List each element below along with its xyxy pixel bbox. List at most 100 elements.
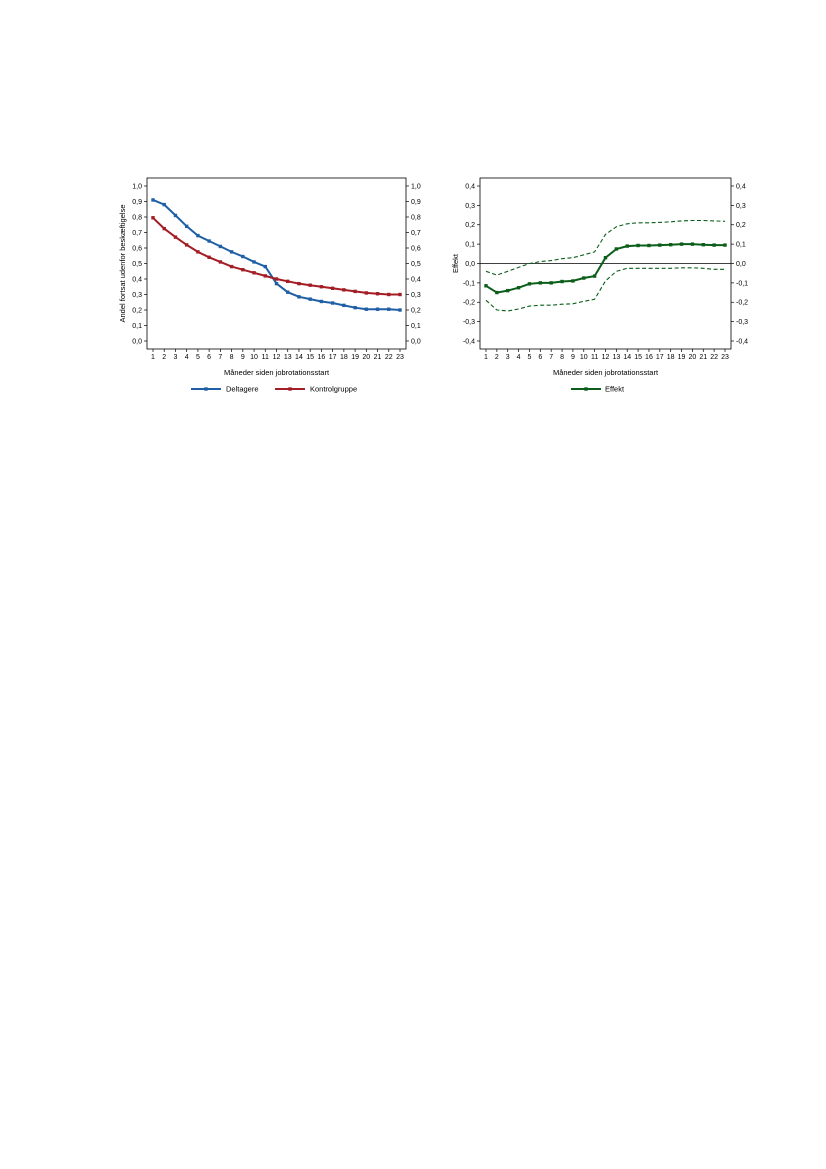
series-kontrolgruppe-point [342,288,346,292]
series-deltagere-point [297,295,301,299]
x-tick-label: 19 [351,354,359,361]
x-tick-label: 15 [634,354,642,361]
series-kontrolgruppe-point [196,250,200,254]
series-deltagere-line [152,198,401,311]
series-effekt-point [614,247,619,251]
series-kontrolgruppe-point [252,271,256,275]
x-tick-label: 2 [162,354,166,361]
x-tick-label: 3 [174,354,178,361]
series-kontrolgruppe-point [263,274,267,278]
series-deltagere-point [218,244,223,249]
x-tick-label: 1 [484,354,488,361]
x-tick-label: 7 [218,354,222,361]
x-tick-label: 20 [689,354,697,361]
x-tick-label: 10 [250,354,258,361]
series-effekt-point [582,276,586,280]
series-effekt-line [485,243,725,294]
x-axis-title: Måneder siden jobrotationsstart [224,368,330,377]
y-tick-label-left: -0,3 [463,319,475,326]
legend-marker-effekt [584,387,588,391]
series-deltagere-point [241,254,245,259]
x-tick-label: 2 [495,354,499,361]
x-tick-label: 8 [560,354,564,361]
y-axis-title: Andel fortsat udenfor beskæftigelse [118,205,127,323]
x-tick-label: 1 [151,354,155,361]
chart-1: 0,0 0,0 0,1 0,1 0,2 0,2 0,3 0,3 0,4 0,4 0,5 0,5 0,6 0… [118,177,421,394]
y-tick-label-right: 0,7 [411,230,421,237]
series-effekt-point [712,243,716,247]
x-tick-label: 14 [295,354,303,361]
series-kontrolgruppe-point [207,255,211,259]
x-tick-label: 21 [374,354,382,361]
series-kontrolgruppe-point [375,292,380,296]
x-tick-label: 12 [273,354,281,361]
legend-label-effekt: Effekt [605,385,625,394]
y-tick-label-right: 0,0 [736,261,746,268]
series-effekt-point [690,242,695,246]
x-tick-label: 20 [362,354,370,361]
x-tick-label: 18 [340,354,348,361]
series-kontrolgruppe-point [274,277,279,281]
x-tick-label: 23 [396,354,404,361]
y-tick-label-left: 0,7 [132,230,142,237]
x-tick-label: 4 [185,354,189,361]
series-deltagere-point [387,307,391,311]
y-tick-label-left: 0,2 [465,222,475,229]
x-tick-label: 11 [591,354,598,361]
x-tick-label: 21 [699,354,707,361]
y-tick-label-left: 0,3 [132,292,142,299]
y-tick-label-left: 1,0 [132,183,142,190]
y-tick-label-right: 0,0 [411,338,421,345]
series-effekt-point [647,243,651,248]
y-tick-label-left: 0,1 [132,323,142,330]
y-tick-label-left: 0,9 [132,199,142,206]
series-deltagere-point [207,239,211,243]
legend-marker-kontrolgruppe [288,387,292,391]
x-tick-label: 6 [538,354,542,361]
y-tick-label-right: -0,3 [736,319,748,326]
x-tick-label: 5 [196,354,200,361]
y-tick-label-right: 0,4 [736,183,746,190]
y-tick-label-right: 0,1 [736,242,746,249]
y-tick-label-right: 0,3 [411,292,421,299]
series-effekt-point [668,243,673,247]
y-tick-label-left: 0,6 [132,245,142,252]
x-tick-label: 19 [678,354,686,361]
series-kontrolgruppe-point [229,264,234,269]
y-tick-label-left: 0,2 [132,307,142,314]
x-tick-label: 15 [306,354,314,361]
x-tick-label: 11 [262,354,269,361]
series-kontrolgruppe-point [364,291,369,295]
x-tick-label: 23 [721,354,729,361]
y-tick-label-right: -0,1 [736,280,748,287]
chart-2: -0,4 -0,4 -0,3 -0,3 -0,2 -0,2 -0,1 -0,1 0,0 0,0 0,… [451,177,748,394]
series-kontrolgruppe-point [241,268,245,272]
x-tick-label: 4 [517,354,521,361]
x-tick-label: 16 [645,354,653,361]
x-tick-label: 22 [385,354,393,361]
series-effekt-point [679,242,684,246]
y-tick-label-right: 0,1 [411,323,421,330]
series-effekt-point [625,244,629,248]
series-kontrolgruppe-point [151,216,155,220]
y-tick-label-left: 0,8 [132,214,142,221]
series-effekt-point [723,243,727,247]
x-tick-label: 9 [571,354,575,361]
series-deltagere-point [184,224,189,228]
series-effekt-point [603,255,608,260]
series-effekt-point [658,243,662,247]
series-kontrolgruppe-point [218,260,223,264]
x-tick-label: 18 [667,354,675,361]
series-effekt-point [506,288,510,293]
y-tick-label-left: 0,3 [465,203,475,210]
y-tick-label-left: 0,4 [465,183,475,190]
series-effekt-point [701,243,705,247]
x-tick-label: 14 [623,354,631,361]
series-deltagere-point [364,307,369,311]
series-deltagere-point [229,250,234,254]
series-kontrolgruppe-point [286,279,290,284]
y-tick-label-left: 0,4 [132,276,142,283]
series-deltagere-point [263,264,267,269]
x-tick-label: 3 [506,354,510,361]
